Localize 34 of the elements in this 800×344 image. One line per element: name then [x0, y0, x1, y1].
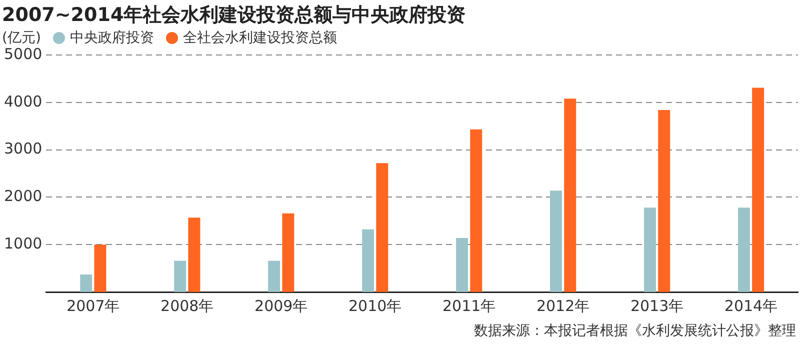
y-tick-label: 1000	[4, 234, 42, 252]
x-tick-label: 2014年	[724, 296, 778, 315]
bar	[456, 238, 468, 292]
bar	[470, 129, 482, 292]
chart-title: 2007~2014年社会水利建设投资总额与中央政府投资	[2, 3, 466, 28]
y-axis-title: (亿元)	[2, 29, 41, 47]
bar	[282, 213, 294, 292]
y-tick-label: 3000	[4, 140, 42, 158]
x-tick-label: 2010年	[348, 296, 402, 315]
x-tick-label: 2007年	[66, 296, 120, 315]
bar	[644, 208, 656, 292]
bar	[268, 260, 280, 292]
y-tick-label: 4000	[4, 92, 42, 110]
x-tick-label: 2011年	[442, 296, 496, 315]
bar	[80, 274, 92, 292]
source-note: 数据来源：本报记者根据《水利发展统计公报》整理	[474, 322, 796, 340]
bar	[376, 163, 388, 292]
bar	[174, 260, 186, 292]
bar	[94, 244, 106, 292]
legend-label: 中央政府投资	[70, 29, 154, 47]
bar	[362, 229, 374, 292]
bar	[752, 88, 764, 292]
bar	[658, 110, 670, 292]
bar	[188, 218, 200, 292]
x-tick-label: 2009年	[254, 296, 308, 315]
bar	[564, 98, 576, 292]
y-tick-label: 2000	[4, 187, 42, 206]
y-tick-label: 5000	[4, 44, 42, 63]
x-tick-label: 2012年	[536, 296, 590, 315]
legend-label: 全社会水利建设投资总额	[182, 29, 337, 47]
bar	[738, 208, 750, 292]
x-tick-label: 2013年	[630, 296, 684, 315]
x-tick-label: 2008年	[160, 296, 214, 315]
bar	[550, 190, 562, 292]
